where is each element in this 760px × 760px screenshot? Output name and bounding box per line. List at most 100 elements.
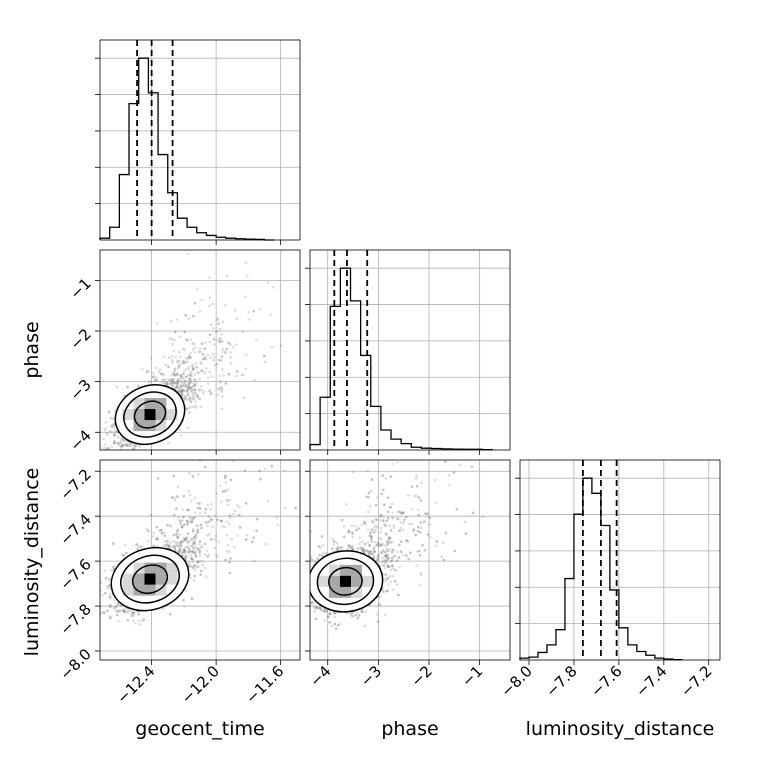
sample-point [206, 382, 210, 385]
sample-point [198, 350, 201, 354]
sample-point [131, 447, 135, 450]
sample-point [194, 555, 198, 558]
sample-point [173, 330, 177, 334]
sample-point [176, 380, 180, 384]
sample-point [198, 550, 201, 554]
sample-point [201, 444, 204, 447]
sample-point [182, 598, 185, 602]
sample-point [200, 298, 204, 301]
sample-point [188, 539, 192, 543]
sample-point [191, 367, 195, 370]
sample-point [131, 447, 135, 450]
sample-point [218, 358, 221, 362]
sample-point [181, 508, 184, 512]
sample-point [171, 384, 174, 388]
sample-point [190, 374, 193, 378]
sample-point [175, 385, 178, 389]
sample-point [178, 533, 182, 536]
sample-point [204, 357, 207, 361]
sample-point [142, 451, 145, 454]
sample-point [102, 611, 106, 614]
sample-point [230, 537, 234, 541]
sample-point [187, 542, 191, 545]
sample-point [178, 541, 182, 545]
sample-point [219, 500, 223, 503]
sample-point [170, 378, 173, 381]
sample-point [172, 378, 175, 382]
sample-point [170, 355, 174, 358]
contour-level-1 [114, 384, 186, 446]
sample-point [220, 407, 224, 411]
sample-point [224, 382, 228, 385]
sample-point [176, 529, 179, 533]
sample-point [209, 356, 213, 360]
sample-point [113, 439, 116, 443]
sample-point [186, 545, 189, 549]
sample-point [183, 556, 187, 560]
sample-point [151, 375, 155, 379]
sample-point [113, 430, 116, 433]
sample-point [216, 317, 220, 320]
sample-point [220, 332, 224, 336]
sample-point [196, 531, 200, 534]
sample-point [113, 433, 116, 437]
sample-point [139, 545, 143, 549]
sample-point [212, 327, 215, 330]
sample-point [207, 520, 211, 523]
sample-point [192, 314, 195, 318]
sample-point [139, 545, 143, 549]
sample-point [188, 385, 192, 389]
sample-point [188, 520, 192, 523]
sample-point [187, 386, 191, 390]
sample-point [219, 381, 222, 384]
sample-point [213, 546, 216, 550]
sample-point [174, 355, 177, 359]
sample-point [219, 519, 223, 523]
panel-frame-phase [309, 249, 511, 451]
sample-point [203, 347, 207, 351]
sample-point [193, 564, 197, 568]
sample-point [160, 531, 164, 535]
sample-point [187, 489, 190, 493]
sample-point [197, 547, 200, 551]
sample-point [205, 533, 209, 537]
sample-point [183, 380, 187, 383]
sample-point [128, 444, 131, 448]
sample-point [182, 548, 186, 552]
sample-point [158, 529, 162, 532]
sample-point [222, 374, 225, 377]
sample-point [190, 597, 194, 600]
sample-point [128, 442, 132, 446]
sample-point [180, 387, 183, 391]
sample-point [188, 355, 191, 359]
sample-point [177, 549, 181, 553]
contour-level-2 [123, 391, 177, 438]
sample-point [194, 515, 197, 519]
sample-point [122, 609, 126, 612]
sample-point [232, 345, 235, 349]
sample-point [230, 234, 233, 237]
sample-point [225, 348, 228, 351]
sample-point [197, 560, 200, 563]
sample-point [263, 354, 266, 358]
sample-point [229, 356, 233, 359]
sample-point [182, 536, 186, 540]
sample-point [131, 443, 134, 446]
sample-point [209, 392, 213, 395]
sample-point [173, 545, 176, 549]
sample-point [194, 545, 197, 548]
sample-point [109, 616, 112, 620]
sample-point [188, 396, 192, 400]
sample-point [138, 451, 141, 454]
sample-point [198, 310, 202, 313]
sample-point [163, 355, 166, 359]
sample-point [107, 447, 111, 450]
y-tick-label-geocent-time-vs-phase: −4 [66, 426, 94, 454]
sample-point [183, 539, 186, 542]
sample-point [123, 610, 127, 614]
sample-point [107, 410, 111, 414]
sample-point [199, 573, 202, 577]
sample-point [168, 379, 172, 382]
sample-point [199, 569, 203, 573]
sample-point [172, 378, 175, 382]
